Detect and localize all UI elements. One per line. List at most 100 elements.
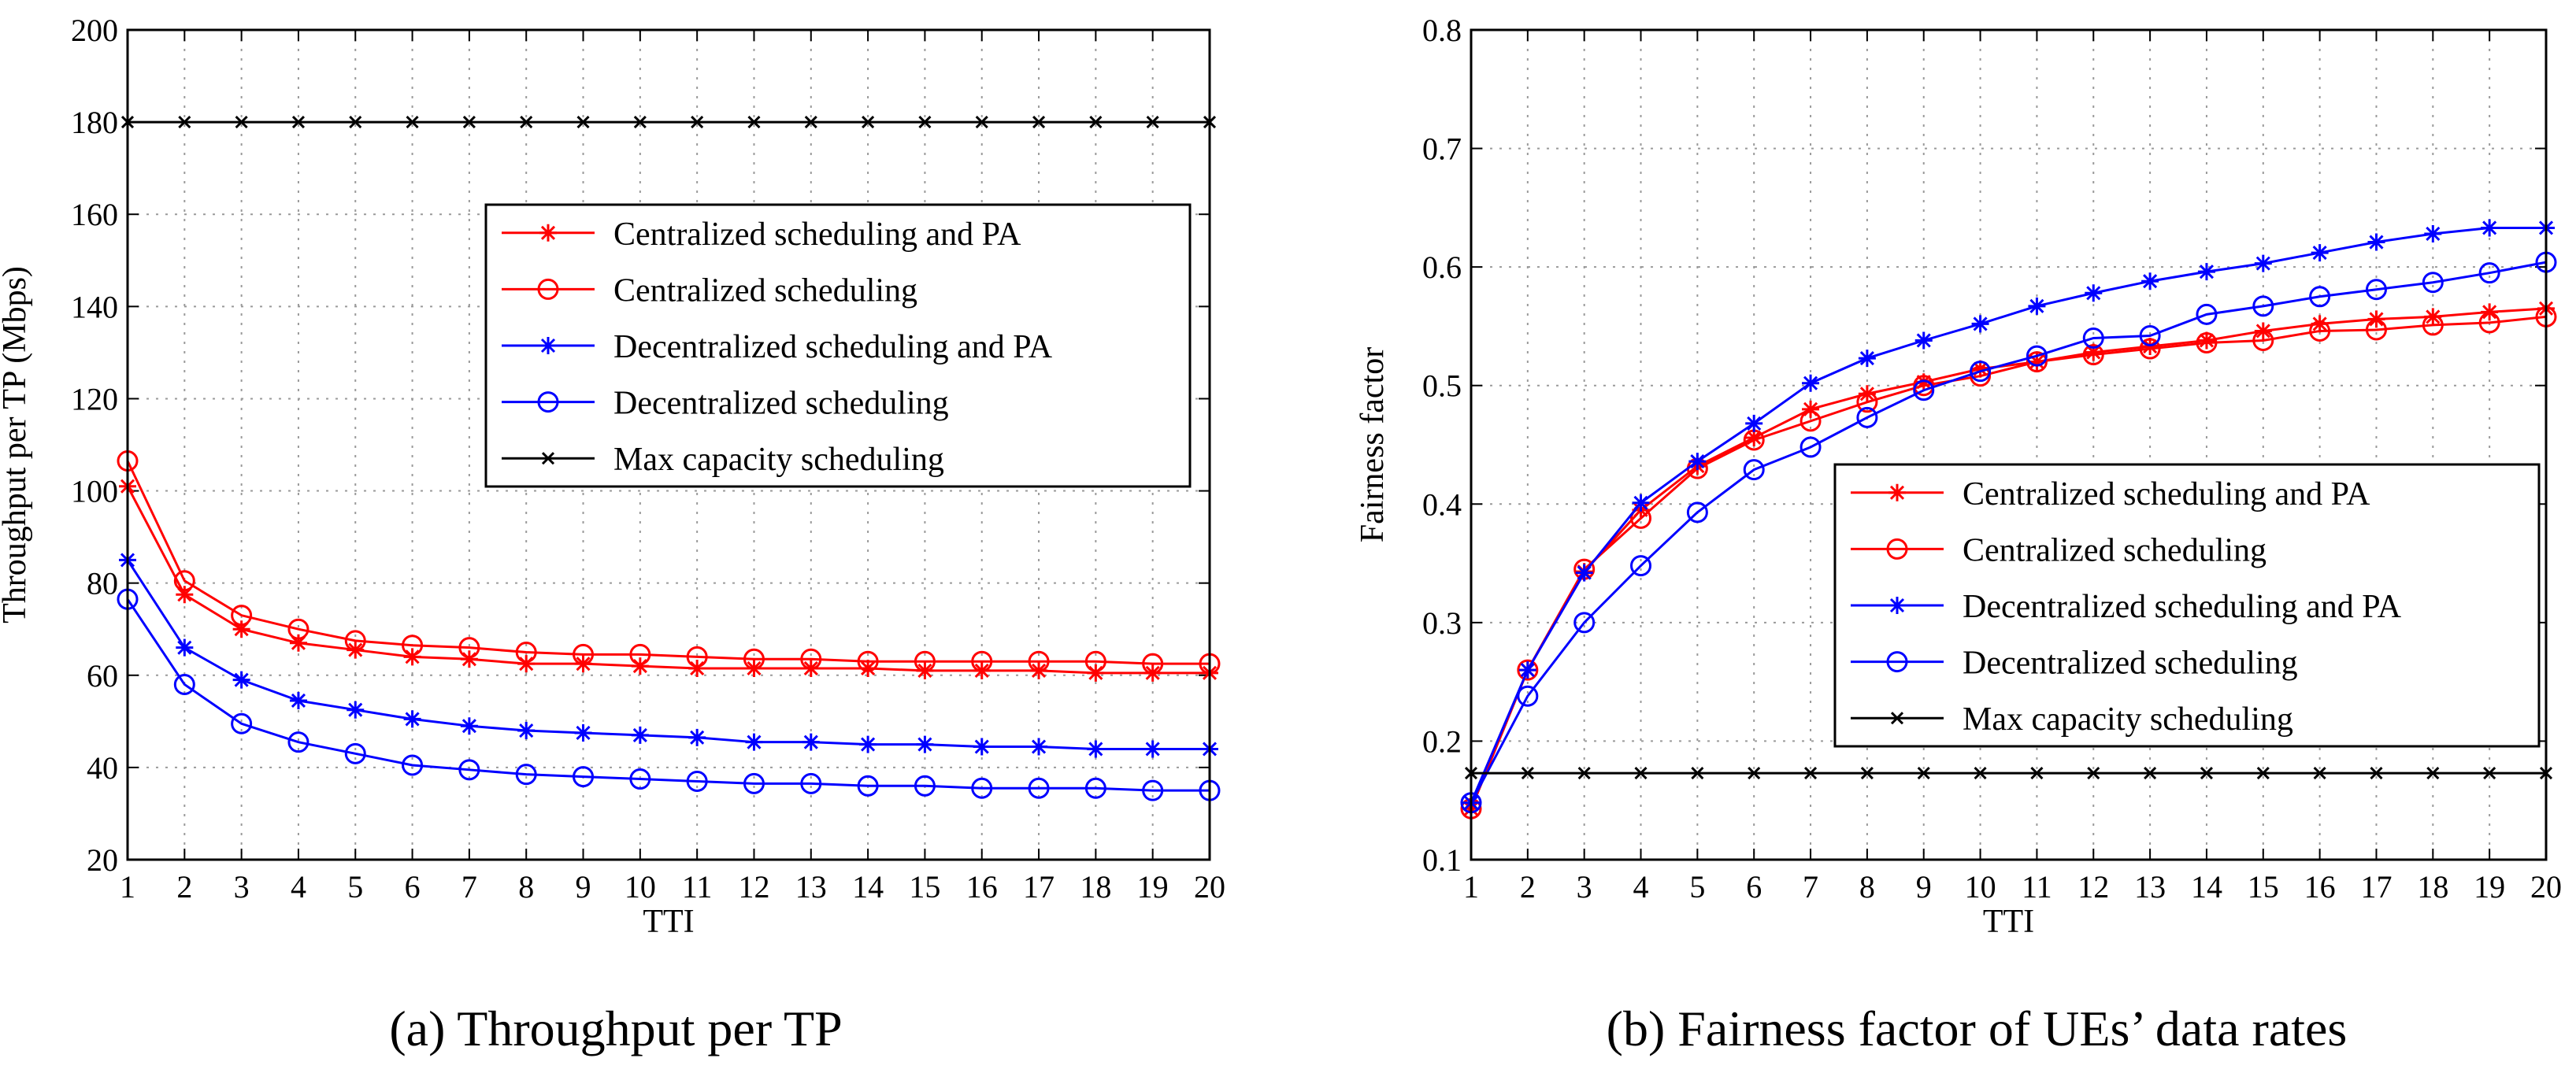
x-axis-label: TTI xyxy=(643,904,694,940)
x-tick-label: 10 xyxy=(1965,869,1996,905)
data-point xyxy=(2367,310,2385,328)
data-point xyxy=(745,733,763,751)
y-tick-label: 180 xyxy=(71,105,118,140)
data-point xyxy=(747,116,761,129)
data-point xyxy=(2313,767,2326,780)
data-point xyxy=(688,728,706,746)
series-line xyxy=(126,486,1210,675)
data-point xyxy=(1913,379,1935,401)
data-point xyxy=(289,634,307,652)
data-point xyxy=(914,775,936,797)
y-tick-label: 0.7 xyxy=(1422,131,1462,167)
data-point xyxy=(2139,324,2161,346)
x-tick-label: 20 xyxy=(1194,869,1225,905)
data-point xyxy=(633,116,647,129)
x-tick-label: 4 xyxy=(1633,869,1649,905)
x-tick-label: 19 xyxy=(1137,869,1169,905)
data-point xyxy=(2196,332,2218,354)
data-point xyxy=(1032,116,1046,129)
data-point xyxy=(291,116,306,129)
data-point xyxy=(232,620,250,638)
series-line xyxy=(1470,226,2546,804)
data-point xyxy=(1518,661,1536,679)
data-point xyxy=(1577,767,1591,780)
legend-label: Centralized scheduling xyxy=(1963,532,2267,568)
x-tick-label: 6 xyxy=(405,869,421,905)
data-point xyxy=(686,770,708,792)
data-point xyxy=(973,738,991,756)
legend-label: Decentralized scheduling xyxy=(613,386,949,422)
y-tick-label: 0.4 xyxy=(1422,487,1462,522)
data-point xyxy=(686,646,708,668)
data-point xyxy=(2422,272,2444,294)
data-point xyxy=(1688,453,1707,471)
data-point xyxy=(1691,767,1704,780)
data-point xyxy=(2026,345,2048,367)
data-point xyxy=(2481,303,2499,321)
data-point xyxy=(631,726,649,744)
legend-label: Max capacity scheduling xyxy=(613,442,944,478)
data-point xyxy=(2367,233,2385,251)
y-tick-label: 0.2 xyxy=(1422,723,1462,759)
data-point xyxy=(235,116,248,129)
x-tick-label: 18 xyxy=(2417,869,2448,905)
data-point xyxy=(406,116,419,129)
x-tick-label: 1 xyxy=(1463,869,1479,905)
data-point xyxy=(231,712,253,734)
y-tick-label: 40 xyxy=(87,750,118,786)
data-point xyxy=(2141,338,2159,356)
x-tick-label: 6 xyxy=(1746,869,1762,905)
x-tick-label: 13 xyxy=(2134,869,2166,905)
data-point xyxy=(460,717,478,735)
data-point xyxy=(743,648,765,670)
legend: Centralized scheduling and PA Centralized… xyxy=(1833,463,2541,748)
data-point xyxy=(515,642,537,663)
data-point xyxy=(2252,329,2274,351)
data-point xyxy=(629,643,651,665)
series-max-capacity-scheduling xyxy=(1464,767,2553,780)
fairness-chart: 1 2 3 4 5 6 7 8 9 10 11 12 13 14 15 16 17 18 19 200.10.20.3… xyxy=(1355,13,2562,940)
legend-marker xyxy=(1886,538,1908,560)
throughput-chart: 1 2 3 4 5 6 7 8 9 10 11 12 13 14 15 16 17 18 19 20204060801… xyxy=(0,13,1225,940)
data-point xyxy=(2309,320,2331,342)
legend-marker xyxy=(1888,483,1906,501)
data-point xyxy=(1971,360,1989,378)
x-tick-label: 12 xyxy=(2077,869,2109,905)
data-point xyxy=(403,648,421,666)
data-point xyxy=(2082,344,2104,366)
data-point xyxy=(1084,777,1106,799)
data-point xyxy=(1799,410,1822,432)
data-point xyxy=(2085,284,2103,302)
data-point xyxy=(287,618,309,640)
data-point xyxy=(2426,767,2440,780)
data-point xyxy=(1858,350,1876,368)
x-tick-label: 5 xyxy=(1689,869,1705,905)
data-point xyxy=(576,116,590,129)
data-point xyxy=(2478,312,2500,334)
data-point xyxy=(862,116,875,129)
data-point xyxy=(2200,767,2214,780)
x-tick-label: 2 xyxy=(1520,869,1536,905)
data-point xyxy=(573,643,595,665)
data-point xyxy=(2365,279,2387,301)
y-tick-label: 0.6 xyxy=(1422,250,1462,285)
data-point xyxy=(173,673,195,695)
data-point xyxy=(1974,767,1987,780)
data-point xyxy=(1634,767,1648,780)
legend-label: Centralized scheduling xyxy=(613,272,917,309)
data-point xyxy=(629,768,651,790)
x-axis-label: TTI xyxy=(1983,904,2034,940)
data-point xyxy=(631,657,649,675)
legend-marker xyxy=(1886,651,1908,673)
x-tick-label: 7 xyxy=(461,869,477,905)
data-point xyxy=(573,766,595,788)
data-point xyxy=(231,605,253,627)
data-point xyxy=(349,116,362,129)
data-point xyxy=(2252,295,2274,317)
legend-label: Decentralized scheduling and PA xyxy=(1963,589,2402,625)
data-point xyxy=(1143,740,1162,758)
legend-marker xyxy=(541,452,555,465)
data-point xyxy=(1743,459,1765,481)
y-tick-label: 0.1 xyxy=(1422,842,1462,878)
x-tick-label: 4 xyxy=(291,869,306,905)
